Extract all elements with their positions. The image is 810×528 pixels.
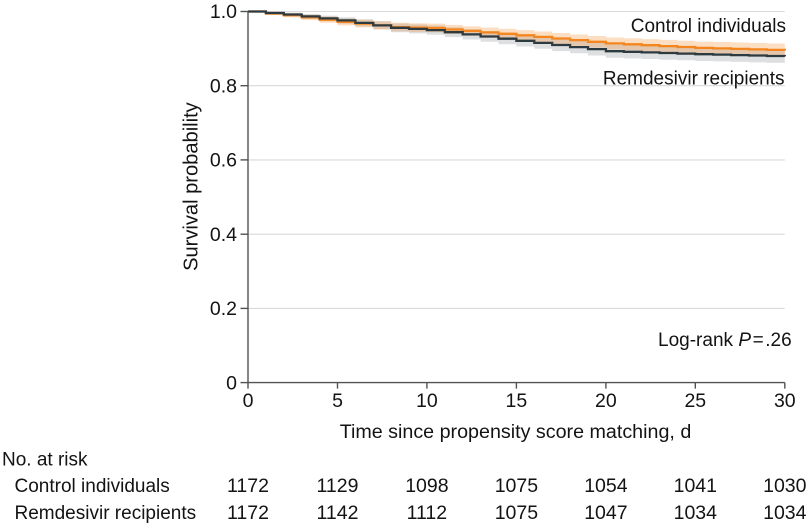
svg-text:0.8: 0.8 (210, 75, 237, 97)
svg-text:1129: 1129 (317, 475, 359, 497)
svg-text:1142: 1142 (317, 502, 359, 523)
svg-text:Log-rank P = .26: Log-rank P = .26 (658, 330, 792, 351)
svg-text:25: 25 (684, 390, 706, 412)
svg-text:1.0: 1.0 (210, 1, 237, 23)
svg-text:Survival probability: Survival probability (180, 102, 202, 271)
svg-text:20: 20 (595, 390, 617, 412)
svg-text:0: 0 (226, 372, 237, 394)
svg-text:0.6: 0.6 (210, 150, 237, 172)
svg-text:Control individuals: Control individuals (15, 476, 170, 497)
svg-text:No. at risk: No. at risk (2, 450, 88, 471)
svg-text:30: 30 (774, 390, 796, 412)
svg-text:1047: 1047 (584, 502, 627, 523)
svg-text:0.4: 0.4 (210, 224, 237, 246)
svg-text:Remdesivir recipients: Remdesivir recipients (603, 69, 785, 90)
svg-text:1075: 1075 (495, 475, 539, 497)
svg-text:1172: 1172 (227, 475, 269, 497)
svg-text:10: 10 (416, 390, 438, 412)
svg-text:15: 15 (506, 390, 528, 412)
svg-text:1030: 1030 (763, 475, 807, 497)
svg-text:Control individuals: Control individuals (631, 16, 786, 37)
svg-text:Time since propensity score ma: Time since propensity score matching, d (340, 421, 692, 443)
svg-text:Remdesivir recipients: Remdesivir recipients (15, 503, 197, 523)
svg-text:1075: 1075 (495, 502, 539, 523)
svg-text:1172: 1172 (227, 502, 269, 523)
svg-text:1034: 1034 (763, 502, 807, 523)
svg-text:5: 5 (332, 390, 343, 412)
svg-text:1098: 1098 (405, 475, 448, 497)
svg-text:1041: 1041 (674, 475, 717, 497)
svg-text:1034: 1034 (674, 502, 718, 523)
svg-text:0.2: 0.2 (210, 298, 237, 320)
svg-text:0: 0 (243, 390, 254, 412)
svg-text:1112: 1112 (407, 502, 448, 523)
svg-text:1054: 1054 (584, 475, 628, 497)
